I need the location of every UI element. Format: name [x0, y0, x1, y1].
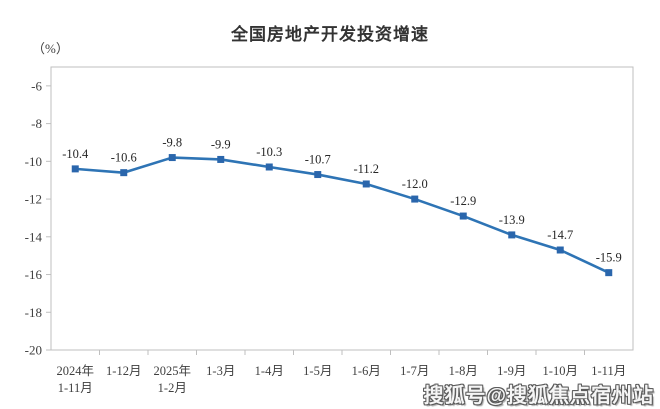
series-line [73, 156, 611, 274]
y-axis-tick-label: -18 [25, 305, 42, 320]
x-axis-tick-label: 1-4月 [255, 364, 284, 378]
x-axis-tick-label: 1-8月 [449, 364, 478, 378]
data-point-marker [217, 155, 225, 163]
data-point-marker [120, 169, 128, 177]
data-label: -9.9 [211, 137, 231, 151]
y-axis-tick-label: -8 [31, 116, 42, 131]
x-axis-tick-label: 1-7月 [400, 364, 429, 378]
data-label: -9.8 [162, 136, 182, 150]
y-axis-tick-label: -12 [25, 192, 42, 207]
data-label: -14.7 [547, 228, 573, 242]
y-axis-tick-label: -6 [31, 78, 42, 93]
x-axis-tick-label: 1-2月 [158, 381, 187, 395]
y-axis-unit-label: （%） [32, 41, 69, 56]
data-point-marker [459, 212, 467, 220]
data-point-marker [556, 246, 564, 254]
data-point-marker [71, 165, 79, 173]
data-point-marker [265, 163, 273, 171]
x-axis-tick-label: 1-9月 [497, 364, 526, 378]
data-label: -13.9 [499, 213, 525, 227]
y-axis-tick-label: -10 [25, 154, 42, 169]
data-label: -11.2 [353, 162, 379, 176]
data-point-marker [168, 154, 176, 162]
x-axis-tick-label: 1-6月 [352, 364, 381, 378]
y-axis-tick-label: -20 [25, 343, 42, 358]
x-axis-tick-label: 2024年 [56, 364, 94, 378]
x-axis-tick-label: 1-11月 [58, 381, 93, 395]
x-axis-tick-label: 1-3月 [206, 364, 235, 378]
chart-title: 全国房地产开发投资增速 [231, 25, 429, 44]
y-axis-tick-label: -14 [25, 229, 43, 244]
data-point-marker [605, 269, 613, 277]
data-point-marker [508, 231, 516, 239]
data-point-marker [314, 171, 322, 179]
x-axis-tick-label: 1-5月 [303, 364, 332, 378]
y-axis-tick-label: -16 [25, 267, 43, 282]
data-label: -12.0 [402, 177, 428, 191]
watermark: 搜狐号@搜狐焦点宿州站 [423, 385, 654, 407]
data-label: -12.9 [450, 194, 476, 208]
data-label: -10.3 [256, 145, 282, 159]
x-axis-tick-label: 1-11月 [591, 364, 626, 378]
x-axis-tick-label: 1-12月 [106, 364, 141, 378]
data-label: -15.9 [596, 251, 622, 265]
x-axis-tick-label: 1-10月 [543, 364, 578, 378]
data-point-marker [362, 180, 370, 188]
data-label: -10.6 [111, 151, 137, 165]
data-label: -10.7 [305, 153, 331, 167]
plot-border [50, 66, 634, 351]
data-point-marker [411, 195, 419, 203]
data-label: -10.4 [62, 147, 89, 161]
x-axis-tick-label: 2025年 [153, 364, 191, 378]
